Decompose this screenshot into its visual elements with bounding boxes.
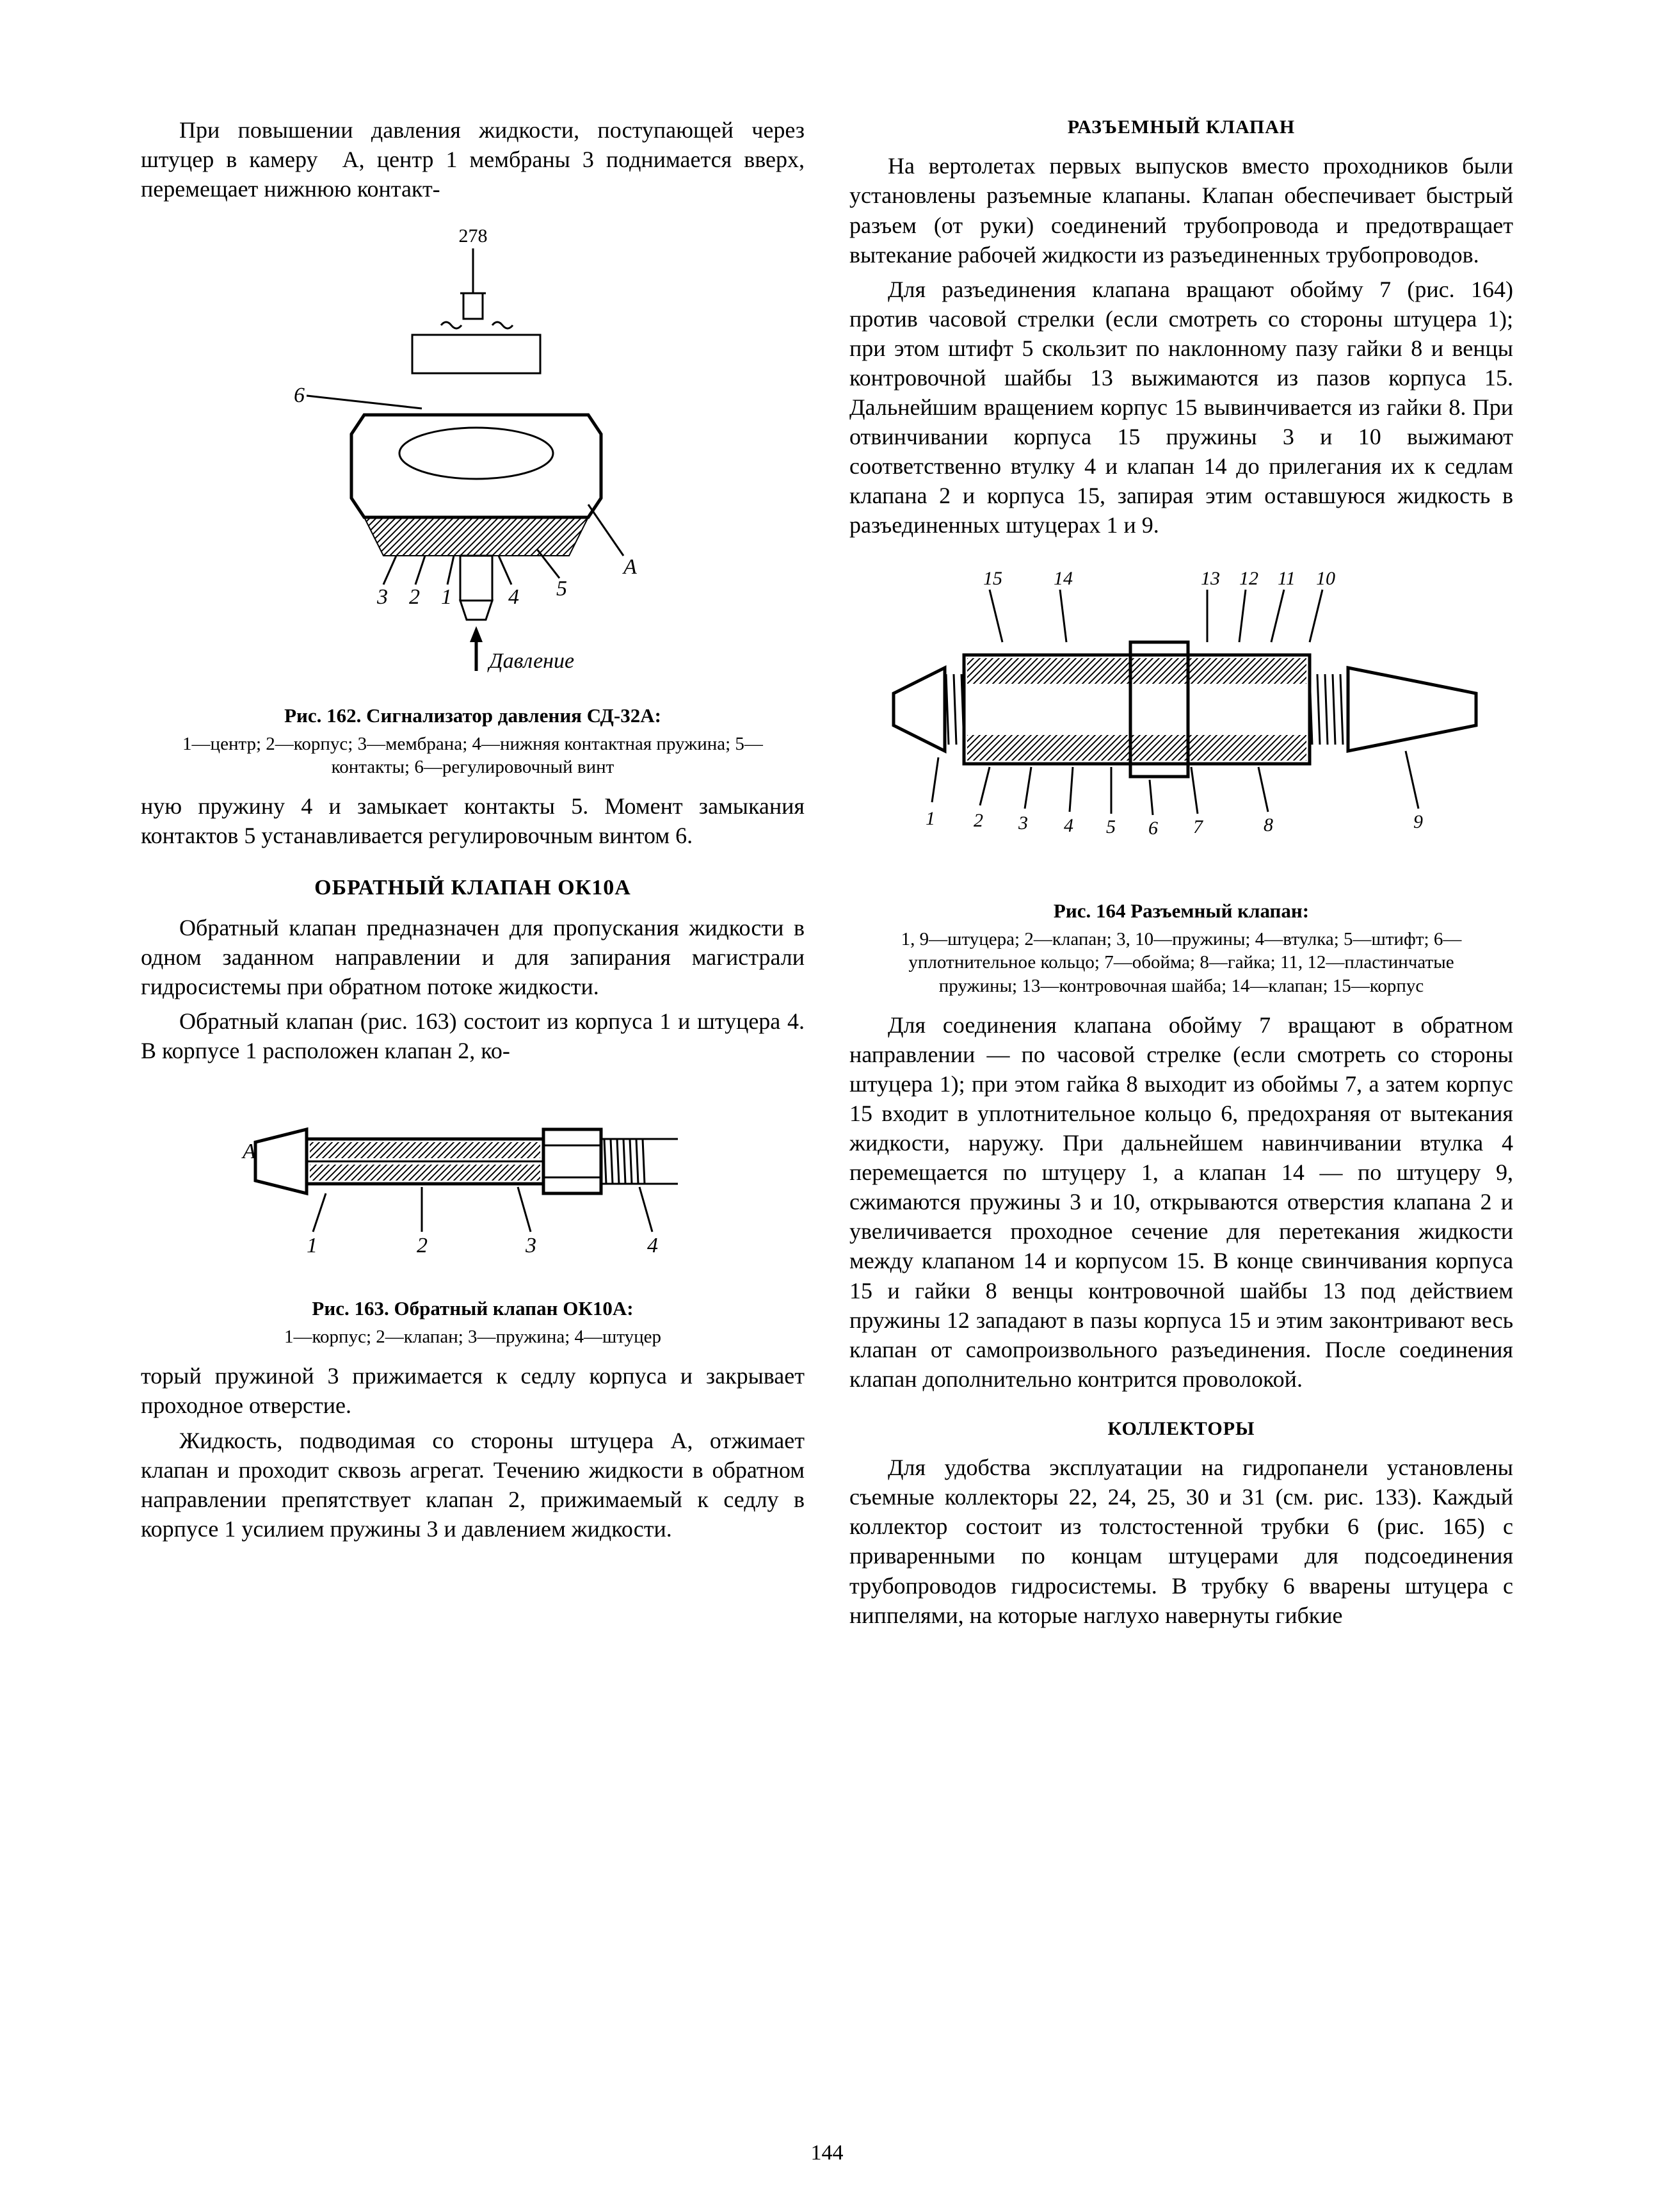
figure-162-legend: 1—центр; 2—корпус; 3—мембрана; 4—нижняя … xyxy=(141,732,805,779)
figure-163-legend: 1—корпус; 2—клапан; 3—пружина; 4—штуцер xyxy=(141,1325,805,1348)
fig162-c4: 4 xyxy=(508,585,519,609)
fig162-toplabel: 278 xyxy=(458,225,487,246)
svg-text:7: 7 xyxy=(1193,816,1204,837)
svg-text:2: 2 xyxy=(974,810,983,831)
svg-text:6: 6 xyxy=(1148,818,1158,839)
figure-162-caption: Рис. 162. Сигнализатор давления СД-32А: xyxy=(141,703,805,729)
fig163-1: 1 xyxy=(307,1234,317,1257)
svg-text:3: 3 xyxy=(1018,812,1028,834)
para-ok10a-1: Обратный клапан предназначен для пропуск… xyxy=(141,913,805,1001)
fig163-4: 4 xyxy=(647,1234,658,1257)
figure-163: А xyxy=(141,1085,805,1348)
page: При повышении давления жидкости, поступа… xyxy=(0,0,1654,2212)
para-l-intro: При повышении давления жидкости, поступа… xyxy=(141,115,805,204)
fig162-c1: 1 xyxy=(441,585,452,609)
fig162-cA: А xyxy=(622,555,637,579)
svg-text:13: 13 xyxy=(1201,568,1220,589)
para-l-after162: ную пружину 4 и замыкает контакты 5. Мом… xyxy=(141,791,805,850)
para-ok10a-4: Жидкость, подводимая со стороны штуцера … xyxy=(141,1426,805,1544)
svg-text:14: 14 xyxy=(1054,568,1073,589)
figure-163-caption: Рис. 163. Обратный клапан ОК10А: xyxy=(141,1296,805,1321)
two-column-layout: При повышении давления жидкости, поступа… xyxy=(141,115,1513,2135)
figure-164-caption: Рис. 164 Разъемный клапан: xyxy=(849,898,1513,924)
para-r3: Для соединения клапана обойму 7 вращают … xyxy=(849,1010,1513,1394)
figure-162: 278 6 xyxy=(141,223,805,779)
svg-text:9: 9 xyxy=(1413,811,1423,832)
svg-text:15: 15 xyxy=(983,568,1002,589)
fig162-c3: 3 xyxy=(376,585,388,609)
figure-162-svg: 278 6 xyxy=(268,223,678,697)
page-number: 144 xyxy=(0,2139,1654,2167)
svg-text:10: 10 xyxy=(1316,568,1335,589)
svg-text:12: 12 xyxy=(1239,568,1258,589)
svg-text:11: 11 xyxy=(1278,568,1296,589)
svg-text:4: 4 xyxy=(1064,815,1073,836)
heading-ok10a: ОБРАТНЫЙ КЛАПАН ОК10А xyxy=(141,874,805,902)
svg-text:8: 8 xyxy=(1264,814,1273,836)
svg-text:5: 5 xyxy=(1106,816,1116,837)
svg-text:1: 1 xyxy=(926,808,935,829)
figure-164-svg: 15 14 13 12 11 10 xyxy=(874,559,1489,892)
para-r1: На вертолетах первых выпусков вместо про… xyxy=(849,151,1513,269)
fig162-c5: 5 xyxy=(556,577,567,601)
figure-164-legend: 1, 9—штуцера; 2—клапан; 3, 10—пружины; 4… xyxy=(849,928,1513,997)
fig162-callout-6: 6 xyxy=(294,383,305,407)
heading-coll: КОЛЛЕКТОРЫ xyxy=(849,1417,1513,1441)
para-ok10a-2: Обратный клапан (рис. 163) состоит из ко… xyxy=(141,1006,805,1065)
para-c1: Для удобства эксплуатации на гидропанели… xyxy=(849,1453,1513,1629)
left-column: При повышении давления жидкости, поступа… xyxy=(141,115,805,2135)
fig163-3: 3 xyxy=(525,1234,536,1257)
para-ok10a-3: торый пружиной 3 прижимается к седлу кор… xyxy=(141,1361,805,1420)
fig162-arrowlabel: Давление xyxy=(487,649,574,673)
fig163-2: 2 xyxy=(417,1234,428,1257)
figure-164: 15 14 13 12 11 10 xyxy=(849,559,1513,997)
figure-163-svg: А xyxy=(230,1085,716,1289)
heading-razem: РАЗЪЕМНЫЙ КЛАПАН xyxy=(849,115,1513,140)
right-column: РАЗЪЕМНЫЙ КЛАПАН На вертолетах первых вы… xyxy=(849,115,1513,2135)
para-r2: Для разъединения клапана вращают обойму … xyxy=(849,275,1513,540)
fig162-c2: 2 xyxy=(409,585,420,609)
